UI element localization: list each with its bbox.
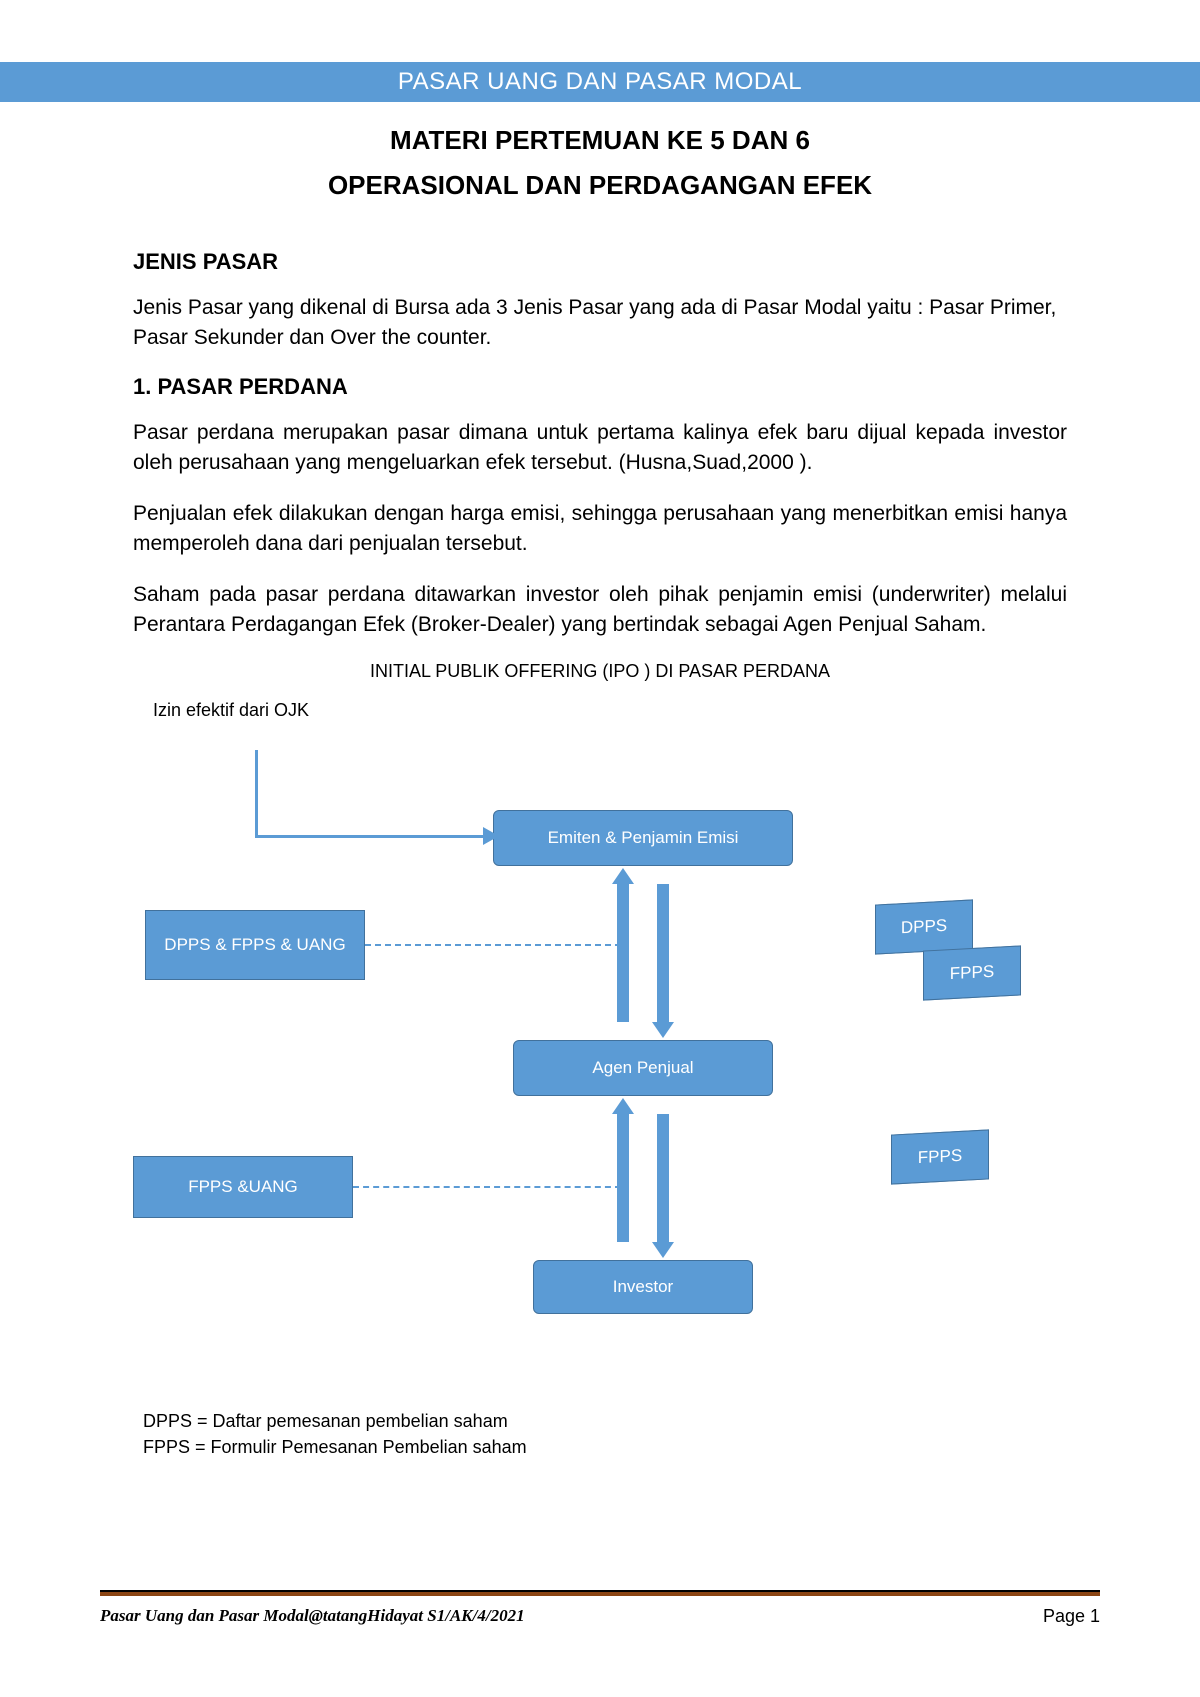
flowchart-node-dpps_box: DPPS & FPPS & UANG (145, 910, 365, 980)
paragraph: Penjualan efek dilakukan dengan harga em… (133, 499, 1067, 560)
flowchart-node-fpps_tag2: FPPS (891, 1129, 989, 1184)
flow-arrow-bar (617, 1114, 629, 1242)
paragraph: Pasar perdana merupakan pasar dimana unt… (133, 418, 1067, 479)
page-content: MATERI PERTEMUAN KE 5 DAN 6 OPERASIONAL … (133, 125, 1067, 1460)
flow-arrow-head (652, 1022, 674, 1038)
flowchart-node-fpps_box: FPPS &UANG (133, 1156, 353, 1218)
legend-line: FPPS = Formulir Pemesanan Pembelian saha… (143, 1434, 1077, 1460)
flow-arrow-head (612, 1098, 634, 1114)
flowchart-node-investor: Investor (533, 1260, 753, 1314)
flowchart-node-agen: Agen Penjual (513, 1040, 773, 1096)
title-line-2: OPERASIONAL DAN PERDAGANGAN EFEK (133, 170, 1067, 201)
footer-rule (100, 1590, 1100, 1596)
section-heading: JENIS PASAR (133, 249, 1067, 275)
flow-arrow-head (612, 868, 634, 884)
paragraph: Saham pada pasar perdana ditawarkan inve… (133, 580, 1067, 641)
section-paragraph: Jenis Pasar yang dikenal di Bursa ada 3 … (133, 293, 1067, 354)
flow-arrow-bar (657, 1114, 669, 1242)
flow-arrow-bar (617, 884, 629, 1022)
flowchart-node-emiten: Emiten & Penjamin Emisi (493, 810, 793, 866)
ipo-flowchart: Izin efektif dari OJK Emiten & Penjamin … (133, 700, 1067, 1400)
flowchart-node-dpps_tag: DPPS (875, 899, 973, 954)
ojk-label: Izin efektif dari OJK (153, 700, 309, 721)
diagram-legend: DPPS = Daftar pemesanan pembelian saham … (143, 1408, 1077, 1460)
flow-arrow-head (652, 1242, 674, 1258)
ojk-arrow-head (483, 827, 499, 845)
dashed-connector (353, 1186, 621, 1188)
ojk-arrow-vertical (255, 750, 258, 836)
title-line-1: MATERI PERTEMUAN KE 5 DAN 6 (133, 125, 1067, 156)
ojk-arrow-horizontal (255, 835, 483, 838)
footer-left: Pasar Uang dan Pasar Modal@tatangHidayat… (100, 1606, 525, 1626)
header-banner: PASAR UANG DAN PASAR MODAL (0, 62, 1200, 102)
legend-line: DPPS = Daftar pemesanan pembelian saham (143, 1408, 1077, 1434)
flowchart-node-fpps_tag1: FPPS (923, 945, 1021, 1000)
flow-arrow-bar (657, 884, 669, 1022)
footer-right: Page 1 (1043, 1606, 1100, 1627)
diagram-title: INITIAL PUBLIK OFFERING (IPO ) DI PASAR … (133, 661, 1067, 682)
dashed-connector (365, 944, 621, 946)
subsection-heading: 1. PASAR PERDANA (133, 374, 1067, 400)
